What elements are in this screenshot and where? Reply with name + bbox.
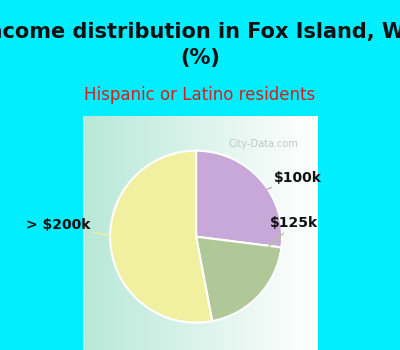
Text: City-Data.com: City-Data.com	[228, 139, 298, 149]
Wedge shape	[196, 150, 282, 247]
Text: Hispanic or Latino residents: Hispanic or Latino residents	[84, 86, 316, 104]
Text: $125k: $125k	[237, 216, 318, 275]
Wedge shape	[196, 237, 281, 321]
Text: $100k: $100k	[238, 171, 322, 200]
Text: > $200k: > $200k	[26, 218, 140, 242]
Wedge shape	[110, 150, 212, 323]
Text: (%): (%)	[180, 48, 220, 68]
Text: Income distribution in Fox Island, WA: Income distribution in Fox Island, WA	[0, 22, 400, 42]
